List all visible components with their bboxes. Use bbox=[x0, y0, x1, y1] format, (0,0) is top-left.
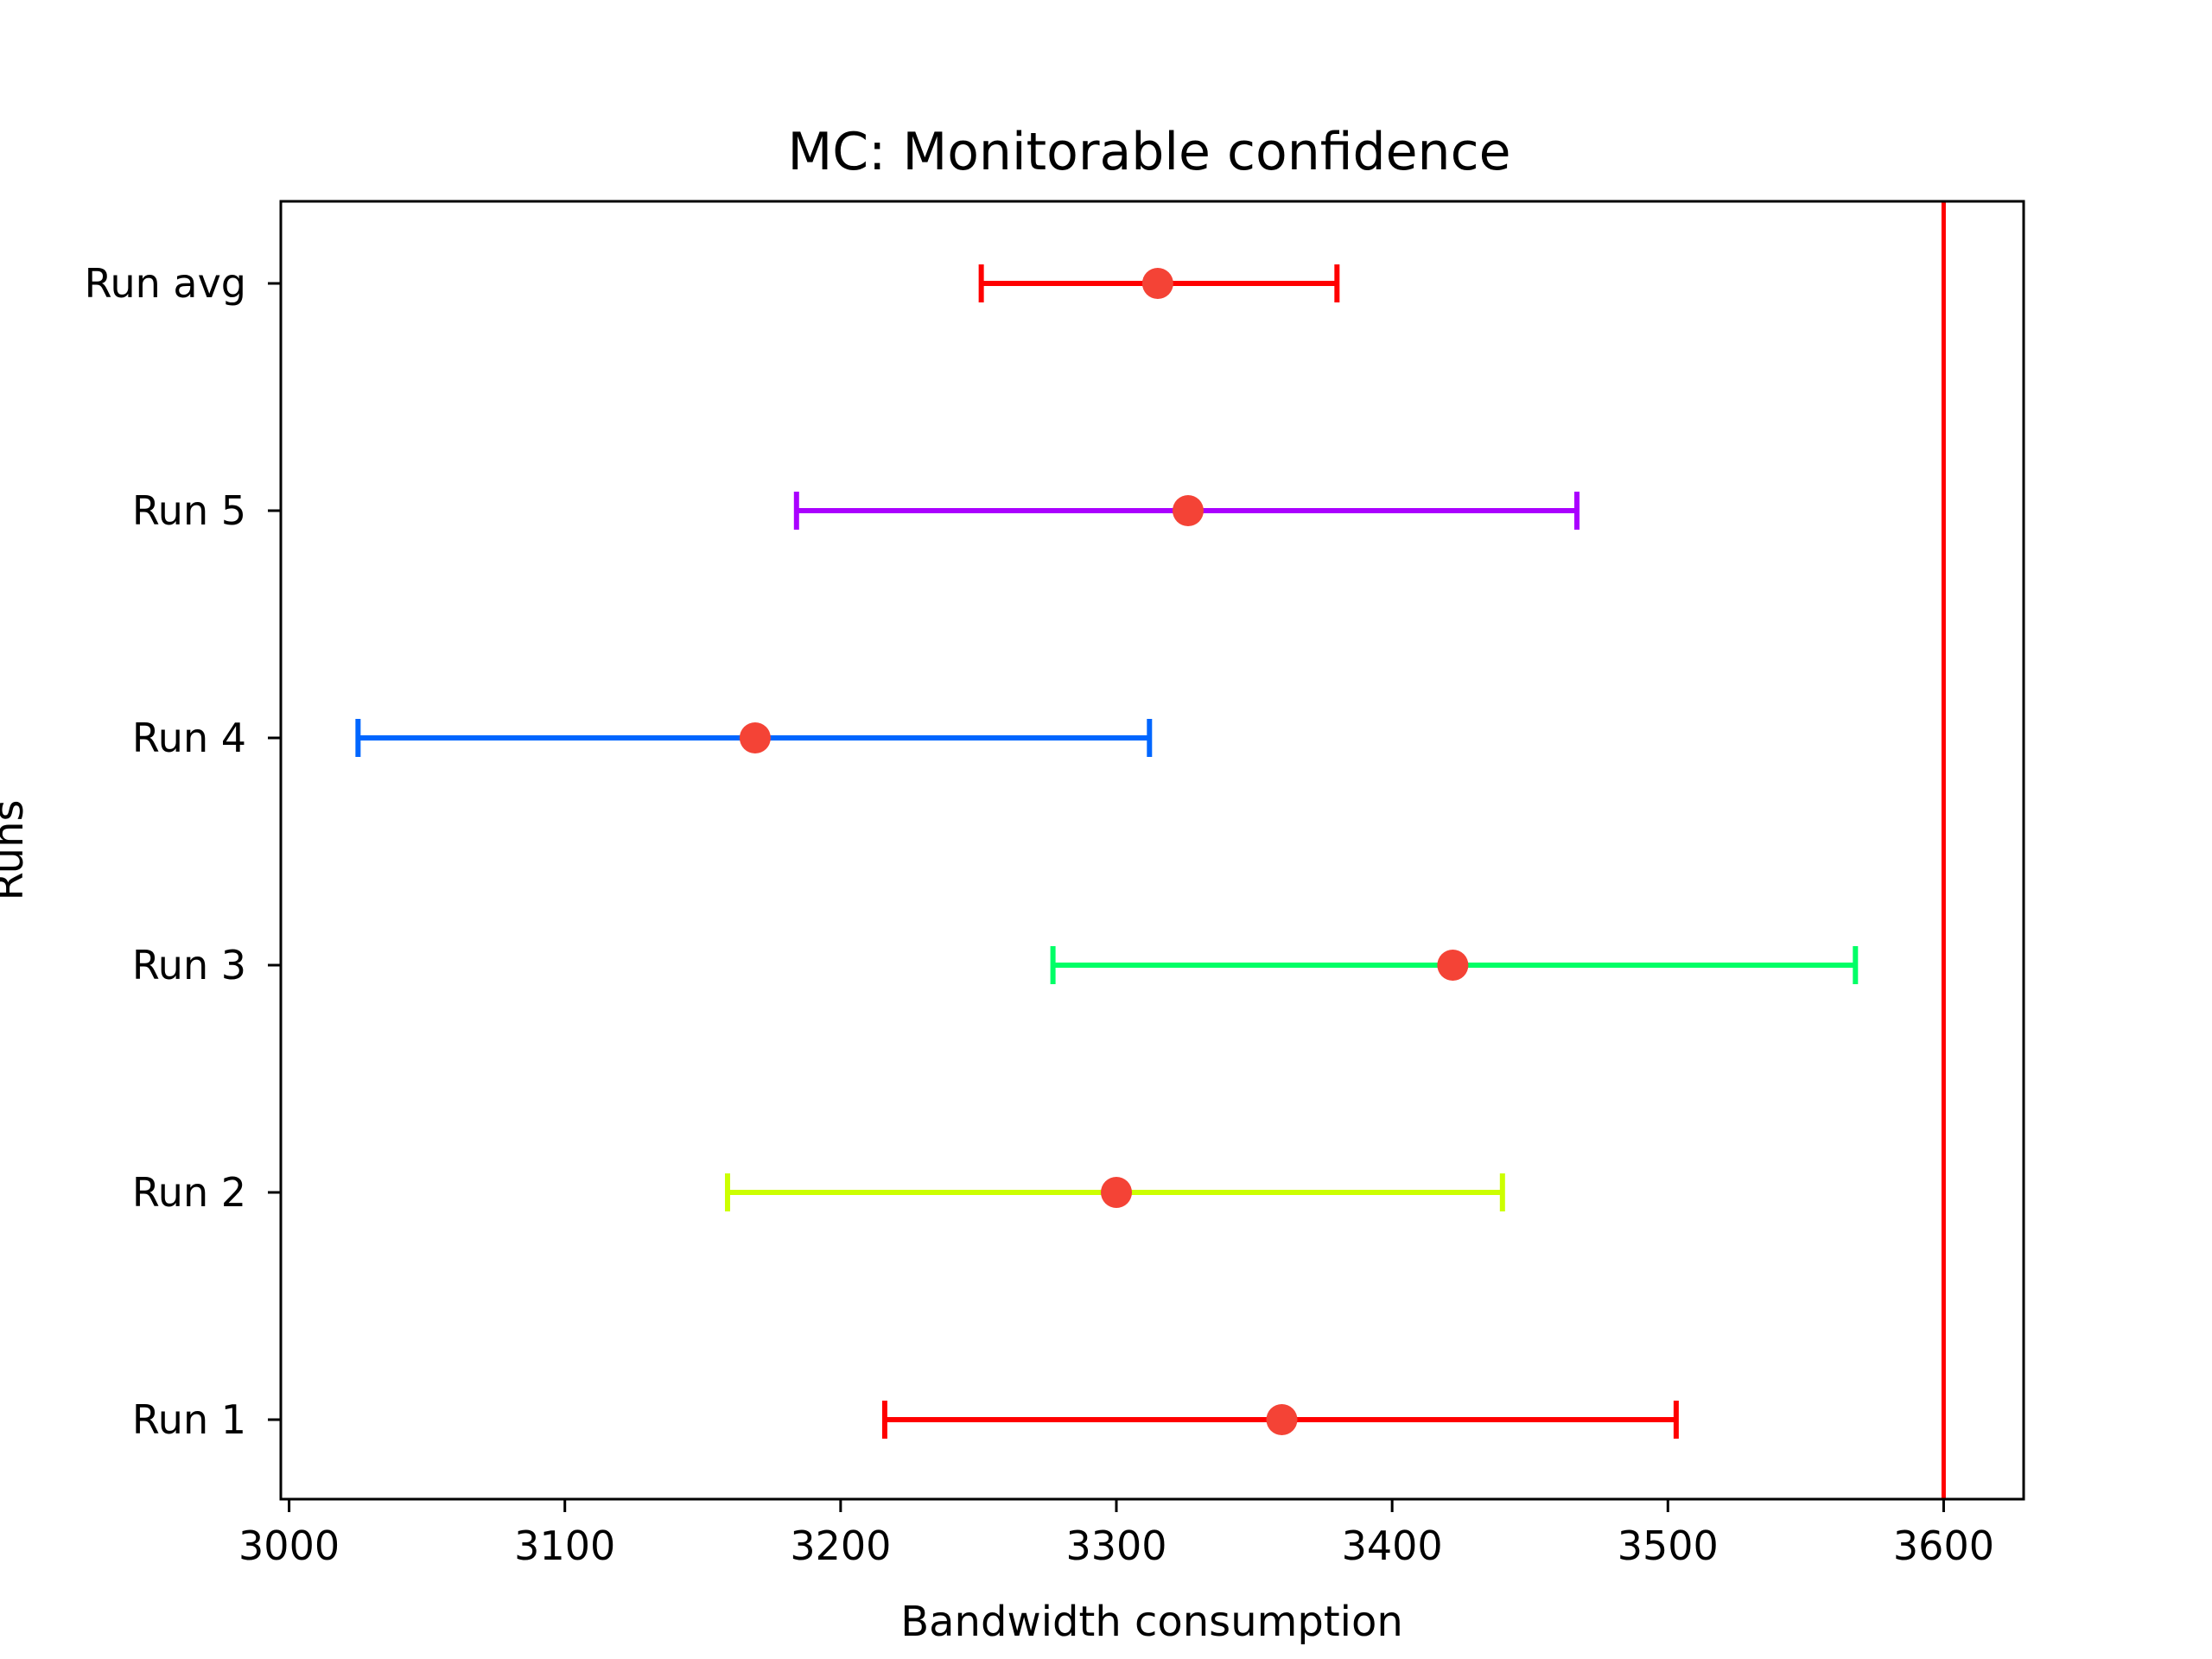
y-tick-label: Run 4 bbox=[132, 715, 246, 761]
plot-area bbox=[355, 201, 1946, 1499]
mean-point bbox=[1101, 1177, 1133, 1208]
y-axis-label: Runs bbox=[0, 799, 33, 900]
x-axis-label: Bandwidth consumption bbox=[900, 1598, 1403, 1646]
mean-point bbox=[1266, 1404, 1298, 1435]
y-tick-label: Run 1 bbox=[132, 1396, 246, 1443]
mean-point bbox=[1141, 268, 1173, 299]
mean-point bbox=[739, 722, 771, 753]
y-tick-label: Run 2 bbox=[132, 1169, 246, 1216]
plot-frame bbox=[279, 200, 2025, 1501]
x-tick-label: 3200 bbox=[790, 1522, 891, 1569]
chart-title: MC: Monitorable confidence bbox=[788, 122, 1511, 182]
x-tick-label: 3300 bbox=[1065, 1522, 1166, 1569]
y-tick-label: Run 5 bbox=[132, 487, 246, 534]
y-tick-label: Run 3 bbox=[132, 942, 246, 988]
x-tick-label: 3500 bbox=[1618, 1522, 1719, 1569]
x-tick-label: 3400 bbox=[1342, 1522, 1443, 1569]
y-tick-label: Run avg bbox=[85, 260, 246, 307]
x-tick-label: 3000 bbox=[238, 1522, 340, 1569]
mean-point bbox=[1437, 950, 1469, 981]
x-tick-label: 3100 bbox=[514, 1522, 615, 1569]
mean-point bbox=[1172, 495, 1204, 526]
x-tick-label: 3600 bbox=[1893, 1522, 1994, 1569]
